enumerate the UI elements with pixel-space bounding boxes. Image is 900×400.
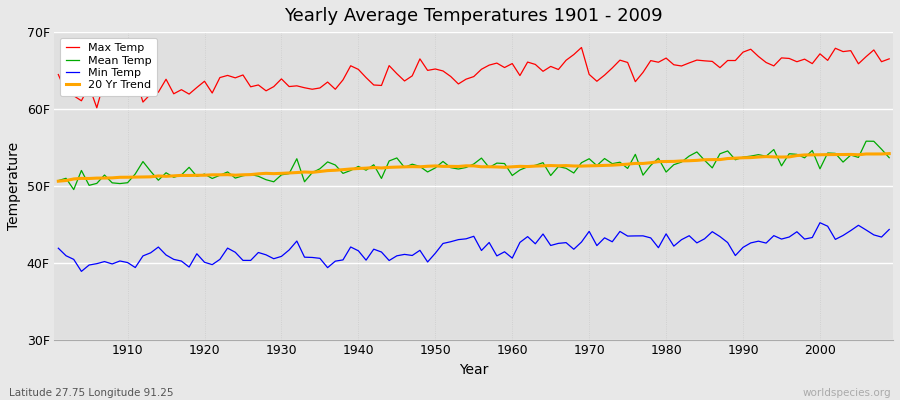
20 Yr Trend <box>599 163 610 168</box>
Min Temp <box>607 239 617 244</box>
20 Yr Trend <box>53 179 64 184</box>
X-axis label: Year: Year <box>459 363 489 377</box>
Legend: Max Temp, Mean Temp, Min Temp, 20 Yr Trend: Max Temp, Mean Temp, Min Temp, 20 Yr Tre… <box>60 38 157 96</box>
Line: Max Temp: Max Temp <box>58 48 889 108</box>
Min Temp <box>122 260 133 265</box>
Max Temp <box>292 84 302 88</box>
Title: Yearly Average Temperatures 1901 - 2009: Yearly Average Temperatures 1901 - 2009 <box>284 7 663 25</box>
Max Temp <box>515 73 526 78</box>
Mean Temp <box>338 171 348 176</box>
Line: Mean Temp: Mean Temp <box>58 141 889 190</box>
Max Temp <box>615 58 626 62</box>
Min Temp <box>292 239 302 244</box>
Mean Temp <box>68 187 79 192</box>
Mean Temp <box>884 155 895 160</box>
Mean Temp <box>860 139 871 144</box>
20 Yr Trend <box>330 168 341 173</box>
Max Temp <box>53 72 64 77</box>
Max Temp <box>92 105 103 110</box>
20 Yr Trend <box>500 165 510 170</box>
Line: 20 Yr Trend: 20 Yr Trend <box>58 154 889 181</box>
Mean Temp <box>507 173 517 178</box>
Mean Temp <box>122 180 133 185</box>
Mean Temp <box>292 156 302 161</box>
Max Temp <box>884 56 895 61</box>
Max Temp <box>507 61 517 66</box>
Min Temp <box>515 240 526 245</box>
Min Temp <box>76 269 86 274</box>
20 Yr Trend <box>884 151 895 156</box>
Text: Latitude 27.75 Longitude 91.25: Latitude 27.75 Longitude 91.25 <box>9 388 174 398</box>
Mean Temp <box>53 178 64 183</box>
Min Temp <box>338 258 348 262</box>
Y-axis label: Temperature: Temperature <box>7 142 21 230</box>
Mean Temp <box>607 161 617 166</box>
Text: worldspecies.org: worldspecies.org <box>803 388 891 398</box>
Min Temp <box>814 220 825 225</box>
Max Temp <box>338 78 348 82</box>
Line: Min Temp: Min Temp <box>58 223 889 271</box>
20 Yr Trend <box>507 164 517 169</box>
Min Temp <box>53 246 64 251</box>
Min Temp <box>884 227 895 232</box>
Mean Temp <box>515 168 526 172</box>
Min Temp <box>507 256 517 260</box>
20 Yr Trend <box>284 170 294 175</box>
Max Temp <box>576 45 587 50</box>
20 Yr Trend <box>114 175 125 180</box>
Max Temp <box>122 88 133 93</box>
